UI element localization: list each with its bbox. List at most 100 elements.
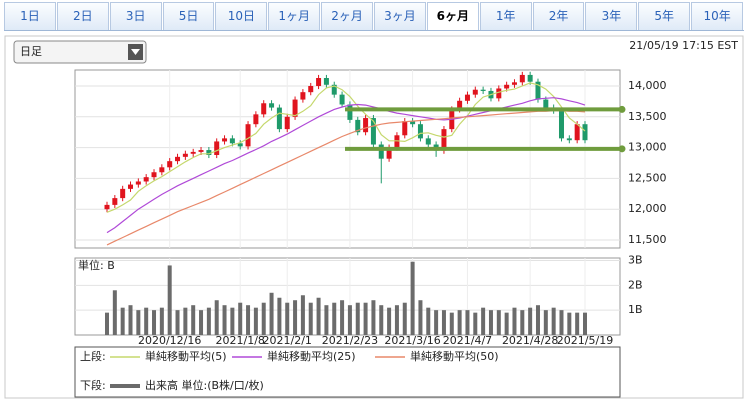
x-tick-label: 2021/2/23 (322, 334, 378, 347)
ma-line (106, 97, 586, 234)
period-tab[interactable]: 3ヶ月 (374, 2, 426, 30)
candle-body (574, 124, 580, 141)
volume-bar (449, 312, 454, 335)
candle-body (308, 86, 314, 93)
volume-bar (144, 307, 149, 335)
volume-bar (230, 307, 235, 335)
period-tab[interactable]: 6ヶ月 (426, 2, 479, 30)
candle-body (135, 181, 141, 185)
candle-body (347, 104, 353, 120)
volume-bar (300, 295, 305, 335)
legend-label: 出来高 単位:(B株/口/枚) (145, 378, 264, 392)
x-tick-label: 2021/2/1 (263, 334, 312, 347)
period-tab[interactable]: 3日 (109, 2, 162, 30)
volume-bar (387, 307, 392, 335)
candle-body (229, 138, 235, 144)
candle-body (112, 198, 118, 205)
volume-bar (441, 310, 446, 335)
candle-body (527, 74, 533, 82)
candle-body (175, 156, 181, 162)
y-tick-label: 2B (628, 278, 643, 291)
volume-bar (551, 307, 556, 335)
volume-bar (206, 307, 211, 335)
volume-bar (285, 302, 290, 335)
volume-bar (246, 305, 251, 335)
candle-body (323, 78, 329, 85)
volume-bar (105, 312, 109, 335)
volume-bar (191, 305, 196, 335)
y-tick-label: 12,000 (628, 202, 667, 215)
volume-bar (293, 300, 298, 335)
volume-bar (222, 305, 227, 335)
candle-body (206, 150, 212, 155)
volume-bar (488, 310, 493, 335)
volume-bar (528, 307, 533, 335)
volume-bar (355, 302, 360, 335)
legend-label: 単純移動平均(5) (145, 349, 227, 363)
candle-body (182, 153, 188, 157)
dropdown-arrow (131, 49, 140, 55)
volume-bar (512, 307, 517, 335)
period-tab[interactable]: 5年 (638, 2, 691, 30)
candle-body (104, 204, 110, 210)
volume-bar (371, 300, 376, 335)
volume-bar (465, 310, 470, 335)
period-tab[interactable]: 5日 (162, 2, 215, 30)
candle-body (566, 138, 572, 141)
candle-body (394, 135, 400, 148)
period-tab[interactable]: 3年 (585, 2, 638, 30)
period-tab[interactable]: 2年 (532, 2, 585, 30)
candle-body (441, 129, 447, 151)
candle-body (198, 150, 204, 152)
period-tab[interactable]: 1年 (479, 2, 532, 30)
volume-bar (332, 302, 337, 335)
candle-body (339, 94, 345, 105)
candle-body (261, 103, 267, 115)
volume-bar (261, 302, 266, 335)
x-tick-label: 2020/12/16 (138, 334, 201, 347)
volume-bar (167, 265, 172, 335)
volume-bar (520, 310, 525, 335)
dropdown[interactable] (13, 40, 147, 64)
candle-body (222, 138, 228, 142)
volume-bar (434, 310, 439, 335)
period-tab[interactable]: 1日 (4, 2, 56, 30)
volume-bar (269, 292, 274, 335)
candle-body (496, 88, 502, 99)
volume-bar (152, 310, 157, 335)
candle-body (378, 144, 384, 159)
period-tab[interactable]: 1ヶ月 (268, 2, 321, 30)
candle-body (120, 188, 126, 199)
candle-body (316, 78, 322, 87)
volume-bar (277, 297, 282, 335)
volume-bar (183, 307, 188, 335)
period-tab[interactable]: 2ヶ月 (321, 2, 374, 30)
x-tick-label: 2021/4/7 (443, 334, 492, 347)
y-tick-label: 1B (628, 303, 643, 316)
reference-end (618, 145, 626, 153)
candle-body (128, 184, 134, 189)
volume-bar (199, 310, 204, 335)
volume-bar (175, 310, 180, 335)
legend-upper-label: 上段: (80, 349, 106, 363)
volume-bar (214, 300, 219, 335)
timestamp: 21/05/19 17:15 EST (629, 39, 738, 52)
candle-body (425, 138, 431, 145)
y-tick-label: 13,000 (628, 141, 667, 154)
volume-bar (340, 300, 345, 335)
volume-bar (410, 261, 415, 335)
volume-bar (426, 307, 431, 335)
period-tab[interactable]: 10年 (691, 2, 744, 30)
legend-box (74, 346, 621, 398)
period-tab[interactable]: 10日 (215, 2, 268, 30)
candle-body (159, 167, 165, 173)
period-tab[interactable]: 2日 (56, 2, 109, 30)
period-tabs: 1日 2日 3日 5日 10日 1ヶ月 2ヶ月 3ヶ月 6ヶ月 1年 2年 3年 5年 10年 (4, 2, 744, 31)
candle-body (269, 103, 275, 108)
candle-body (386, 147, 392, 159)
volume-bar (457, 310, 462, 335)
volume-bar (575, 312, 580, 335)
candle-body (190, 151, 196, 154)
y-tick-label: 11,500 (628, 233, 667, 246)
volume-bar (567, 312, 572, 335)
